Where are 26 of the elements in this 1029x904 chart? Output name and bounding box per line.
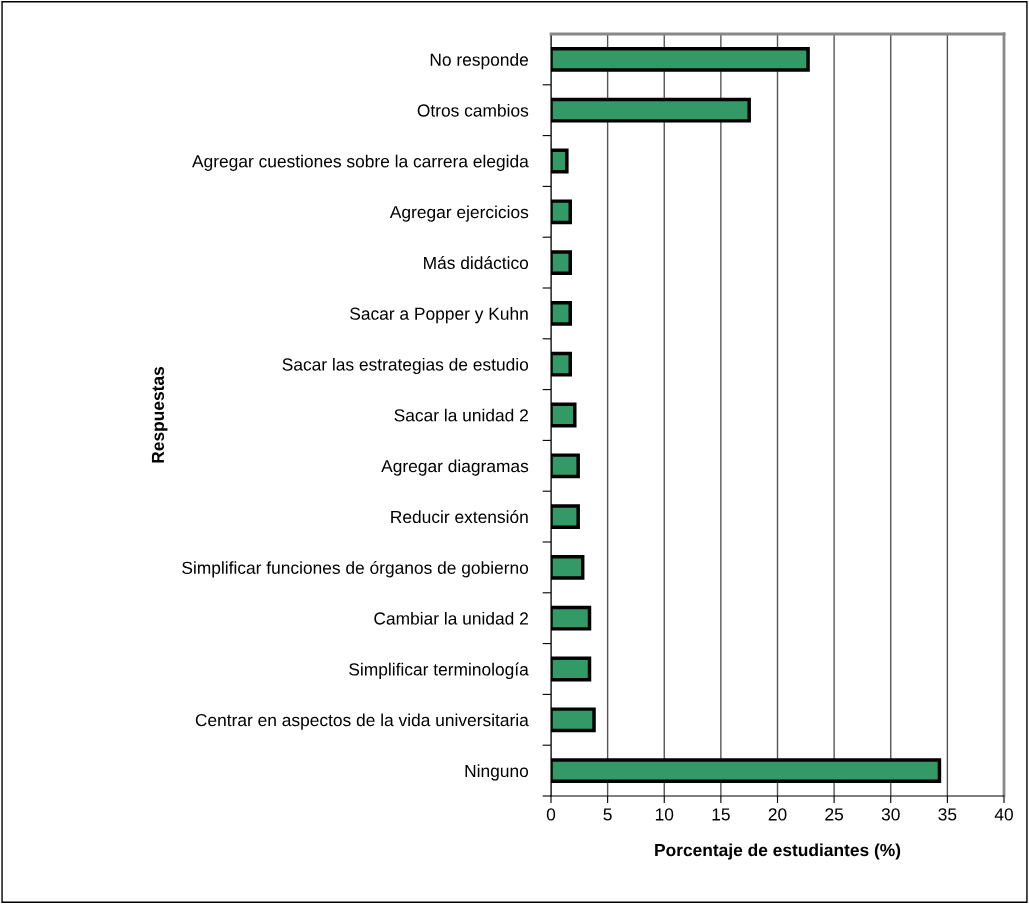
y-tick-label: Más didáctico bbox=[424, 256, 529, 270]
x-tick-label: 35 bbox=[938, 808, 957, 821]
x-tick-label: 25 bbox=[825, 808, 844, 821]
x-tick-label: 20 bbox=[768, 808, 787, 821]
y-tick-label: Ninguno bbox=[465, 764, 529, 781]
x-tick-label: 0 bbox=[546, 808, 556, 821]
x-axis-title: Porcentaje de estudiantes (%) bbox=[655, 843, 901, 860]
y-tick-label: Sacar la unidad 2 bbox=[394, 408, 528, 422]
y-tick-label: Simplificar terminología bbox=[349, 662, 529, 679]
y-tick-label: Reducir extensión bbox=[391, 510, 528, 524]
x-tick-label: 5 bbox=[603, 808, 612, 821]
x-tick-label: 10 bbox=[655, 808, 674, 821]
x-tick-label: 30 bbox=[881, 808, 900, 821]
x-tick-label: 40 bbox=[994, 808, 1013, 821]
y-tick-label: Otros cambios bbox=[417, 103, 529, 117]
y-tick-label: Sacar a Popper y Kuhn bbox=[350, 307, 528, 324]
y-tick-label: Cambiar la unidad 2 bbox=[374, 611, 528, 625]
y-tick-label: Agregar cuestiones sobre la carrera elegida bbox=[192, 154, 529, 171]
y-tick-label: Sacar las estrategias de estudio bbox=[282, 357, 529, 375]
y-tick-label: No responde bbox=[430, 53, 529, 70]
y-axis-title: Respuestas bbox=[151, 366, 168, 463]
y-tick-label: Simplificar funciones de órganos de gobierno bbox=[182, 561, 529, 578]
y-tick-label: Agregar diagramas bbox=[381, 459, 529, 476]
y-tick-label: Agregar ejercicios bbox=[389, 205, 529, 222]
x-tick-label: 15 bbox=[712, 808, 730, 821]
y-tick-label: Centrar en aspectos de la vida universitaria bbox=[195, 713, 529, 730]
